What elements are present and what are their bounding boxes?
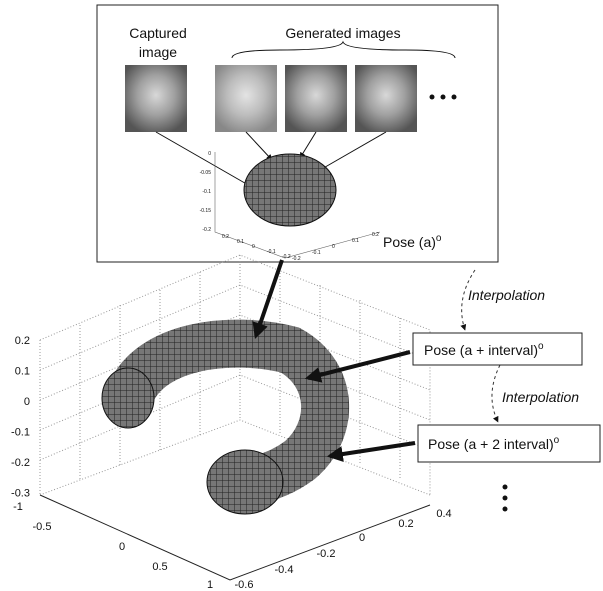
z-tick: -0.1 bbox=[11, 427, 30, 439]
small-y-tick: -0.2 bbox=[292, 256, 301, 262]
small-x-tick: 0.2 bbox=[222, 234, 229, 240]
small-x-tick: 0.1 bbox=[237, 239, 244, 245]
pose-sup: o bbox=[554, 435, 560, 446]
captured-label: image bbox=[139, 44, 177, 60]
x-tick: -1 bbox=[13, 501, 23, 513]
pose-sup: o bbox=[436, 233, 442, 244]
small-y-tick: 0 bbox=[332, 244, 335, 250]
small-z-tick: 0 bbox=[208, 151, 211, 157]
pose-text: Pose (a + 2 interval) bbox=[428, 436, 554, 452]
pose-label: Pose (a + interval)o bbox=[424, 341, 544, 358]
pose-text: Pose (a + interval) bbox=[424, 342, 538, 358]
z-tick: 0.1 bbox=[15, 366, 30, 378]
y-tick: -0.4 bbox=[275, 564, 294, 576]
small-x-tick: -0.1 bbox=[267, 249, 276, 255]
small-z-tick: -0.15 bbox=[200, 208, 212, 214]
top-box: Captured image Generated images 0 -0.05 -0… bbox=[97, 5, 498, 262]
pose-text: Pose (a) bbox=[383, 234, 436, 250]
z-tick: 0 bbox=[24, 396, 30, 408]
small-y-tick: 0.1 bbox=[352, 238, 359, 244]
interp-label: Interpolation bbox=[502, 389, 579, 405]
figure: Captured image Generated images 0 -0.05 -0… bbox=[0, 0, 603, 591]
pose-sup: o bbox=[538, 341, 544, 352]
small-y-tick: 0.2 bbox=[372, 232, 379, 238]
y-tick: -0.6 bbox=[235, 579, 254, 591]
x-tick: 1 bbox=[207, 579, 213, 591]
captured-label: Captured bbox=[129, 25, 187, 41]
x-tick: 0.5 bbox=[152, 561, 167, 573]
small-z-tick: -0.05 bbox=[200, 170, 212, 176]
y-tick: 0.4 bbox=[436, 508, 451, 520]
interp-label: Interpolation bbox=[468, 287, 545, 303]
small-z-tick: -0.2 bbox=[202, 227, 211, 233]
x-tick: -0.5 bbox=[33, 521, 52, 533]
y-tick: 0.2 bbox=[398, 518, 413, 530]
pose-label: Pose (a + 2 interval)o bbox=[428, 435, 560, 452]
y-tick: 0 bbox=[359, 532, 365, 544]
z-tick: -0.2 bbox=[11, 457, 30, 469]
face-images bbox=[125, 65, 457, 132]
z-tick: 0.2 bbox=[15, 335, 30, 347]
plot: 0.2 0.1 0 -0.1 -0.2 -0.3-1 -0.5 0 0.5 1 -0.6 -0.4 -0… bbox=[11, 255, 452, 591]
x-tick: 0 bbox=[119, 541, 125, 553]
z-tick: -0.3 bbox=[11, 488, 30, 500]
small-z-tick: -0.1 bbox=[202, 189, 211, 195]
small-x-tick: 0 bbox=[252, 244, 255, 250]
generated-label: Generated images bbox=[285, 25, 400, 41]
pose-label: Pose (a)o bbox=[383, 233, 442, 250]
y-tick: -0.2 bbox=[317, 548, 336, 560]
small-x-tick: -0.2 bbox=[282, 254, 291, 260]
vertical-dots bbox=[503, 485, 508, 512]
small-y-tick: -0.1 bbox=[312, 250, 321, 256]
